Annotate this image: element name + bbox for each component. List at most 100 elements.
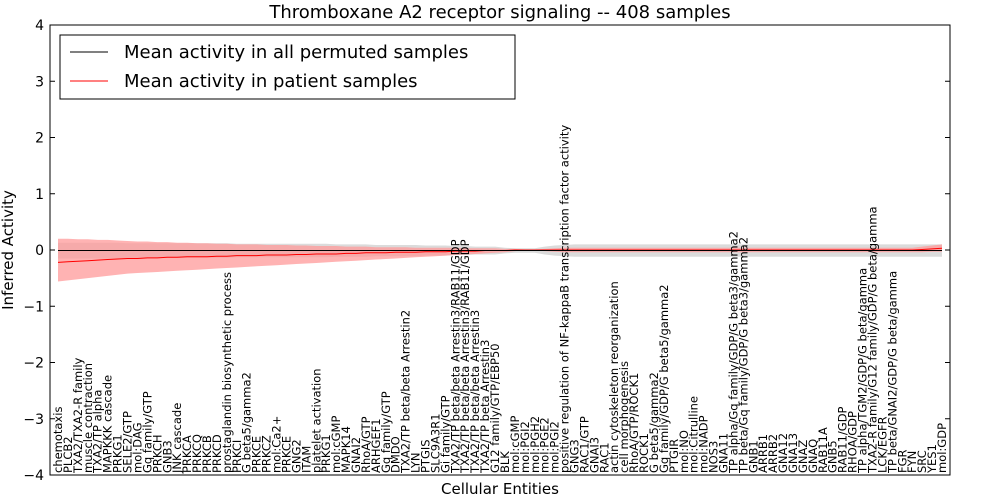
legend-box [59, 34, 516, 100]
x-entity-label: PRKG1 [111, 434, 125, 473]
x-entity-label: ARRB1 [756, 434, 770, 473]
patient-confidence-band [58, 238, 942, 282]
x-entity-label: PRKCE [250, 436, 264, 473]
x-entity-label: muscle contraction [81, 363, 95, 473]
x-entity-label: G beta5/gamma2 [240, 372, 254, 473]
x-entity-label: PTGIS [419, 439, 433, 473]
x-entity-label: RAB11/GDP [836, 406, 850, 473]
x-entity-label: RAB11A [816, 427, 830, 473]
x-entity-label: G12 family/GTP/EBP50 [488, 343, 502, 473]
x-entity-label: TXA2/TP beta/beta Arrestin3/RAB11/GDP [458, 239, 472, 474]
legend-label-patient: Mean activity in patient samples [124, 71, 418, 92]
confidence-bands [58, 238, 942, 282]
x-entity-label: mol:PGI2 [548, 421, 562, 473]
x-entity-label: GNA13 [786, 433, 800, 473]
x-entity-label: platelet activation [309, 368, 323, 473]
x-entity-label: SRC [915, 450, 929, 473]
x-entity-label: TXA2/TP alpha [91, 390, 105, 474]
x-entity-label: mol:Ca2+ [270, 416, 284, 473]
x-entity-label: mol:PGH2 [528, 416, 542, 473]
legend-label-permuted: Mean activity in all permuted samples [124, 42, 468, 63]
x-entity-label: SELE2/GTP [121, 411, 135, 473]
x-entity-label: SLC9A3R1 [428, 413, 442, 473]
x-entity-label: GNB5 [826, 440, 840, 473]
y-tick-label: 4 [35, 18, 44, 34]
x-entity-label: JNK cascade [170, 403, 184, 474]
x-entity-label: GNAQ [806, 439, 820, 473]
x-entity-label: Gq family/GDP/G beta5/gamma2 [657, 284, 671, 473]
x-entity-label: BLK [498, 451, 512, 473]
x-entity-label: ARRB2 [766, 434, 780, 473]
y-tick-label: 3 [35, 74, 44, 90]
x-entity-label: RAC1/GTP [577, 416, 591, 473]
x-entity-label: GNG2 [289, 439, 303, 473]
x-entity-label: mol:DAG [130, 422, 144, 473]
y-tick-label: 0 [35, 243, 44, 259]
x-entity-label: TXA2/TXA2-R family [71, 357, 85, 474]
x-entity-label: TXA2/TP beta/beta Arrestin3 [468, 310, 482, 474]
x-entity-label: YES1 [925, 444, 939, 474]
x-entity-label: TXA2/TP beta/beta Arrestin2 [399, 310, 413, 474]
x-entity-label: PRKG1 [319, 434, 333, 473]
x-entity-label: MAPK14 [339, 426, 353, 473]
x-axis-label: Cellular Entities [441, 480, 559, 498]
x-entity-label: mol:NO [677, 430, 691, 473]
x-entity-label: PRKCZ [260, 435, 274, 473]
x-entity-label: FGR [895, 449, 909, 473]
x-entity-label: PRKCE [279, 436, 293, 473]
x-entity-label: GNB3 [160, 440, 174, 473]
x-entity-label: chemotaxis [51, 407, 65, 473]
x-entity-label: TXA2/TP beta/beta Arrestin3/RAB11/GDP [448, 239, 462, 474]
x-entity-label: GNAZ [796, 440, 810, 473]
x-entity-label: RhoA/GTP [359, 416, 373, 473]
x-entity-label: PRKCH [150, 434, 164, 473]
x-entity-label: PRKCQ [190, 434, 204, 473]
x-entity-label: FYN [905, 451, 919, 473]
x-entity-label: GNA11 [716, 433, 730, 473]
x-entity-label: RHOA/GDP [846, 411, 860, 473]
legend: Mean activity in all permuted samples Me… [59, 34, 516, 100]
x-entity-label: ROCK1 [637, 433, 651, 473]
x-entity-label: prostaglandin biosynthetic process [220, 272, 234, 473]
x-entity-label: TP beta/GNAI2/GDP/G beta/gamma [885, 271, 899, 474]
x-entity-label: Gi family/GTP [438, 395, 452, 473]
x-entity-label: PRKCI [230, 440, 244, 473]
x-entity-label: GNG3 [567, 439, 581, 473]
x-entity-label: GNB1 [746, 440, 760, 473]
chart-title: Thromboxane A2 receptor signaling -- 408… [268, 2, 730, 23]
x-entity-label: GNA12 [776, 433, 790, 473]
x-entity-label: cell morphogenesis [617, 361, 631, 473]
x-entity-label: positive regulation of NF-kappaB transcr… [558, 125, 572, 473]
x-entity-label: G beta5/gamma2 [647, 372, 661, 473]
y-tick-label: −3 [23, 412, 44, 428]
x-entity-label: NOS3 [707, 441, 721, 473]
x-entity-label: mol:cGMP [508, 416, 522, 473]
x-entity-label: TP alpha/Gq family/GDP/G beta3/gamma2 [726, 231, 740, 474]
x-entity-label: ITAM [299, 446, 313, 473]
series-lines [57, 247, 943, 263]
x-entity-label: actin cytoskeleton reorganization [607, 281, 621, 473]
y-tick-label: −2 [23, 356, 44, 372]
x-entity-label: PRKCB [200, 435, 214, 473]
x-entity-label: mol:cGMP [329, 416, 343, 473]
y-tick-label: −4 [23, 468, 44, 484]
x-entity-label: TXA2-R family/G12 family/GDP/G beta/gamm… [865, 206, 879, 474]
x-entity-label: TP alpha/TGM2/GDP/G beta/gamma [856, 268, 870, 474]
x-entity-label: mol:Citrulline [687, 396, 701, 473]
x-entity-label: RhoA/GTP/ROCK1 [627, 373, 641, 473]
x-entity-label: TXA2/TP beta Arrestin3 [478, 340, 492, 474]
x-entity-label: LCK/EGFR [875, 416, 889, 473]
x-entity-label: mol:NADP [697, 415, 711, 473]
x-entity-label: GNAI2 [349, 437, 363, 473]
x-entity-label: GNAI3 [587, 437, 601, 473]
x-entity-label: DMDO [389, 436, 403, 473]
x-entity-label: PRKCD [210, 434, 224, 473]
x-entity-label: mol:PGE2 [538, 417, 552, 473]
x-entity-label: RAC1 [597, 442, 611, 473]
y-axis-label: Inferred Activity [0, 190, 17, 310]
y-tick-label: −1 [23, 299, 44, 315]
x-entity-label: PTGIR [667, 439, 681, 473]
